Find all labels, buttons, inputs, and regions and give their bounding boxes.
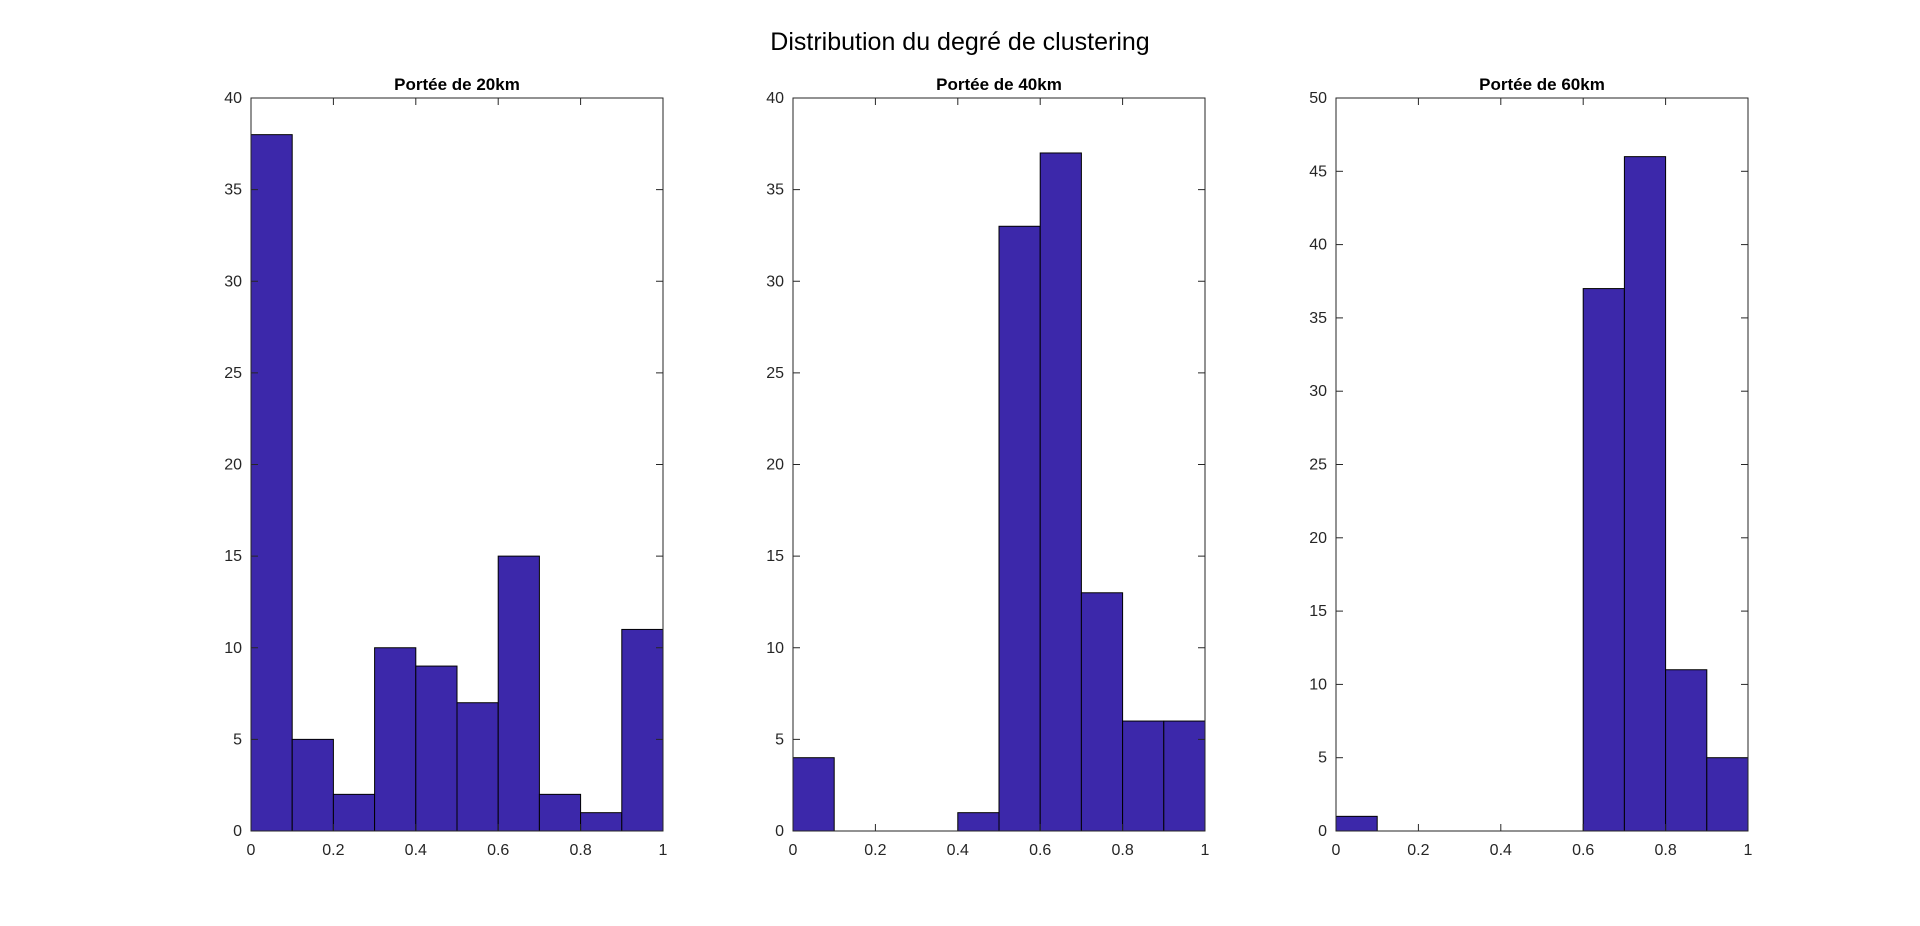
x-tick-label: 0.6 <box>1029 842 1051 859</box>
subplot-title: Portée de 20km <box>394 75 520 94</box>
histogram-bar <box>1039 152 1082 832</box>
y-tick-label: 35 <box>766 182 784 199</box>
histogram-bar <box>580 812 623 832</box>
histogram-bar <box>291 738 334 832</box>
histogram-bar <box>1665 669 1708 832</box>
y-tick-label: 0 <box>1318 823 1327 840</box>
x-tick-label: 1 <box>1201 842 1210 859</box>
figure-title: Distribution du degré de clustering <box>770 28 1150 56</box>
histogram-bar <box>538 793 582 832</box>
subplot-title: Portée de 60km <box>1479 75 1605 94</box>
histogram-bar <box>497 555 540 832</box>
x-tick-label: 0.4 <box>947 842 969 859</box>
histogram-bar <box>792 757 835 832</box>
histogram-bar <box>957 812 1000 832</box>
y-tick-label: 5 <box>775 731 784 748</box>
histogram-bar <box>1080 592 1124 832</box>
y-tick-label: 25 <box>1309 457 1327 474</box>
x-tick-label: 0.6 <box>1572 842 1594 859</box>
x-tick-label: 0 <box>789 842 798 859</box>
y-tick-label: 40 <box>766 90 784 107</box>
histogram-bar <box>1122 720 1165 832</box>
y-tick-label: 35 <box>224 182 242 199</box>
y-tick-label: 25 <box>224 365 242 382</box>
x-tick-label: 0.4 <box>1490 842 1512 859</box>
y-tick-label: 5 <box>233 731 242 748</box>
histogram-bar <box>456 702 499 832</box>
y-tick-label: 35 <box>1309 310 1327 327</box>
y-tick-label: 10 <box>1309 676 1327 693</box>
y-tick-label: 20 <box>1309 530 1327 547</box>
histogram-bar <box>1623 156 1667 832</box>
y-tick-label: 40 <box>1309 237 1327 254</box>
x-tick-label: 0.2 <box>322 842 344 859</box>
histogram-bar <box>1163 720 1206 832</box>
y-tick-label: 10 <box>766 640 784 657</box>
x-tick-label: 0.2 <box>864 842 886 859</box>
x-tick-label: 0 <box>247 842 256 859</box>
y-tick-label: 5 <box>1318 750 1327 767</box>
x-tick-label: 0.8 <box>569 842 591 859</box>
x-tick-label: 0 <box>1332 842 1341 859</box>
histogram-panel-3: 0 0.2 0.4 0.6 0.8 105101520253035404550Portée… <box>1309 75 1752 859</box>
histogram-bar <box>998 225 1041 832</box>
x-tick-label: 0.8 <box>1111 842 1133 859</box>
x-tick-label: 0.6 <box>487 842 509 859</box>
histogram-bar <box>1582 288 1625 832</box>
histogram-bar <box>621 628 664 832</box>
y-tick-label: 40 <box>224 90 242 107</box>
x-tick-label: 0.2 <box>1407 842 1429 859</box>
y-tick-label: 15 <box>766 548 784 565</box>
subplot-title: Portée de 40km <box>936 75 1062 94</box>
histogram-bar <box>415 665 458 832</box>
x-tick-label: 0.4 <box>405 842 427 859</box>
x-tick-label: 1 <box>1744 842 1753 859</box>
y-tick-label: 50 <box>1309 90 1327 107</box>
histogram-bar <box>374 647 417 832</box>
histogram-bar <box>332 793 376 832</box>
histogram-bar <box>1706 757 1749 832</box>
y-tick-label: 45 <box>1309 163 1327 180</box>
y-tick-label: 20 <box>224 457 242 474</box>
histogram-bar <box>1335 815 1378 832</box>
y-tick-label: 30 <box>766 273 784 290</box>
y-tick-label: 20 <box>766 457 784 474</box>
y-tick-label: 15 <box>1309 603 1327 620</box>
y-tick-label: 10 <box>224 640 242 657</box>
x-tick-label: 1 <box>659 842 668 859</box>
x-tick-label: 0.8 <box>1654 842 1676 859</box>
y-tick-label: 30 <box>224 273 242 290</box>
y-tick-label: 15 <box>224 548 242 565</box>
y-tick-label: 25 <box>766 365 784 382</box>
histogram-bar <box>250 134 293 832</box>
y-tick-label: 0 <box>775 823 784 840</box>
y-tick-label: 0 <box>233 823 242 840</box>
y-tick-label: 30 <box>1309 383 1327 400</box>
